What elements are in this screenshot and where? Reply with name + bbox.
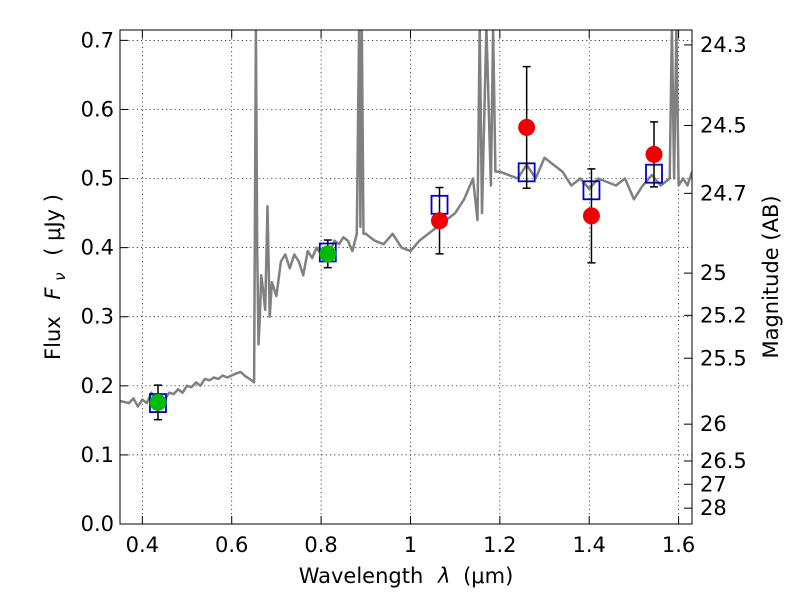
y2-tick-label: 24.7 — [700, 181, 747, 205]
data-point-marker — [518, 118, 536, 136]
axis-ticks: 0.4 0.6 0.8 1 1.2 1.4 1.6 0.0 0.1 0.2 0.3 0.4 0.5 0.6… — [81, 28, 747, 557]
y-tick-label: 0.6 — [81, 97, 114, 121]
data-point-marker — [582, 207, 600, 225]
y-tick-label: 0.5 — [81, 167, 114, 191]
x-tick-label: 1.4 — [573, 533, 606, 557]
y-axis-label-main: Flux — [41, 316, 65, 360]
y2-tick-label: 25 — [700, 261, 727, 285]
y2-tick-label: 24.3 — [700, 33, 747, 57]
y2-tick-label: 28 — [700, 496, 727, 520]
data-point-marker — [645, 145, 663, 163]
y2-tick-label: 27 — [700, 472, 727, 496]
x-axis-label: Wavelength λ (μm) — [299, 564, 514, 588]
x-tick-label: 1.6 — [662, 533, 695, 557]
plot-frame — [119, 29, 693, 525]
y-axis-label-unit: ( μJy ) — [41, 194, 65, 256]
y2-axis-label: Magnitude (AB) — [759, 195, 783, 358]
y-tick-label: 0.2 — [81, 374, 114, 398]
y-tick-label: 0.4 — [81, 236, 114, 260]
x-tick-label: 0.8 — [304, 533, 337, 557]
x-axis-label-unit: (μm) — [463, 564, 513, 588]
data-point-marker — [431, 212, 449, 230]
y2-tick-label: 25.2 — [700, 303, 747, 327]
x-axis-label-main: Wavelength — [299, 564, 424, 588]
plot-background — [120, 30, 692, 524]
y2-tick-label: 25.5 — [700, 346, 747, 370]
y-tick-label: 0.3 — [81, 305, 114, 329]
y-axis-label-symbol: F — [41, 287, 65, 300]
x-tick-label: 0.6 — [215, 533, 248, 557]
x-tick-label: 1.2 — [483, 533, 516, 557]
y-axis-label: Flux F ν ( μJy ) — [41, 194, 70, 360]
spectrum-line — [120, 30, 692, 408]
data-point-marker — [319, 245, 337, 263]
y-tick-label: 0.1 — [81, 443, 114, 467]
y-tick-label: 0.7 — [81, 28, 114, 52]
x-axis-label-symbol: λ — [437, 564, 450, 588]
x-tick-label: 0.4 — [126, 533, 159, 557]
y-tick-label: 0.0 — [81, 512, 114, 536]
y2-tick-label: 26 — [700, 412, 727, 436]
y-axis-label-subscript: ν — [51, 272, 69, 280]
x-tick-label: 1 — [404, 533, 417, 557]
plot-marks — [120, 30, 692, 421]
data-point-marker — [149, 393, 167, 411]
y2-tick-label: 24.5 — [700, 113, 747, 137]
y2-tick-label: 26.5 — [700, 449, 747, 473]
